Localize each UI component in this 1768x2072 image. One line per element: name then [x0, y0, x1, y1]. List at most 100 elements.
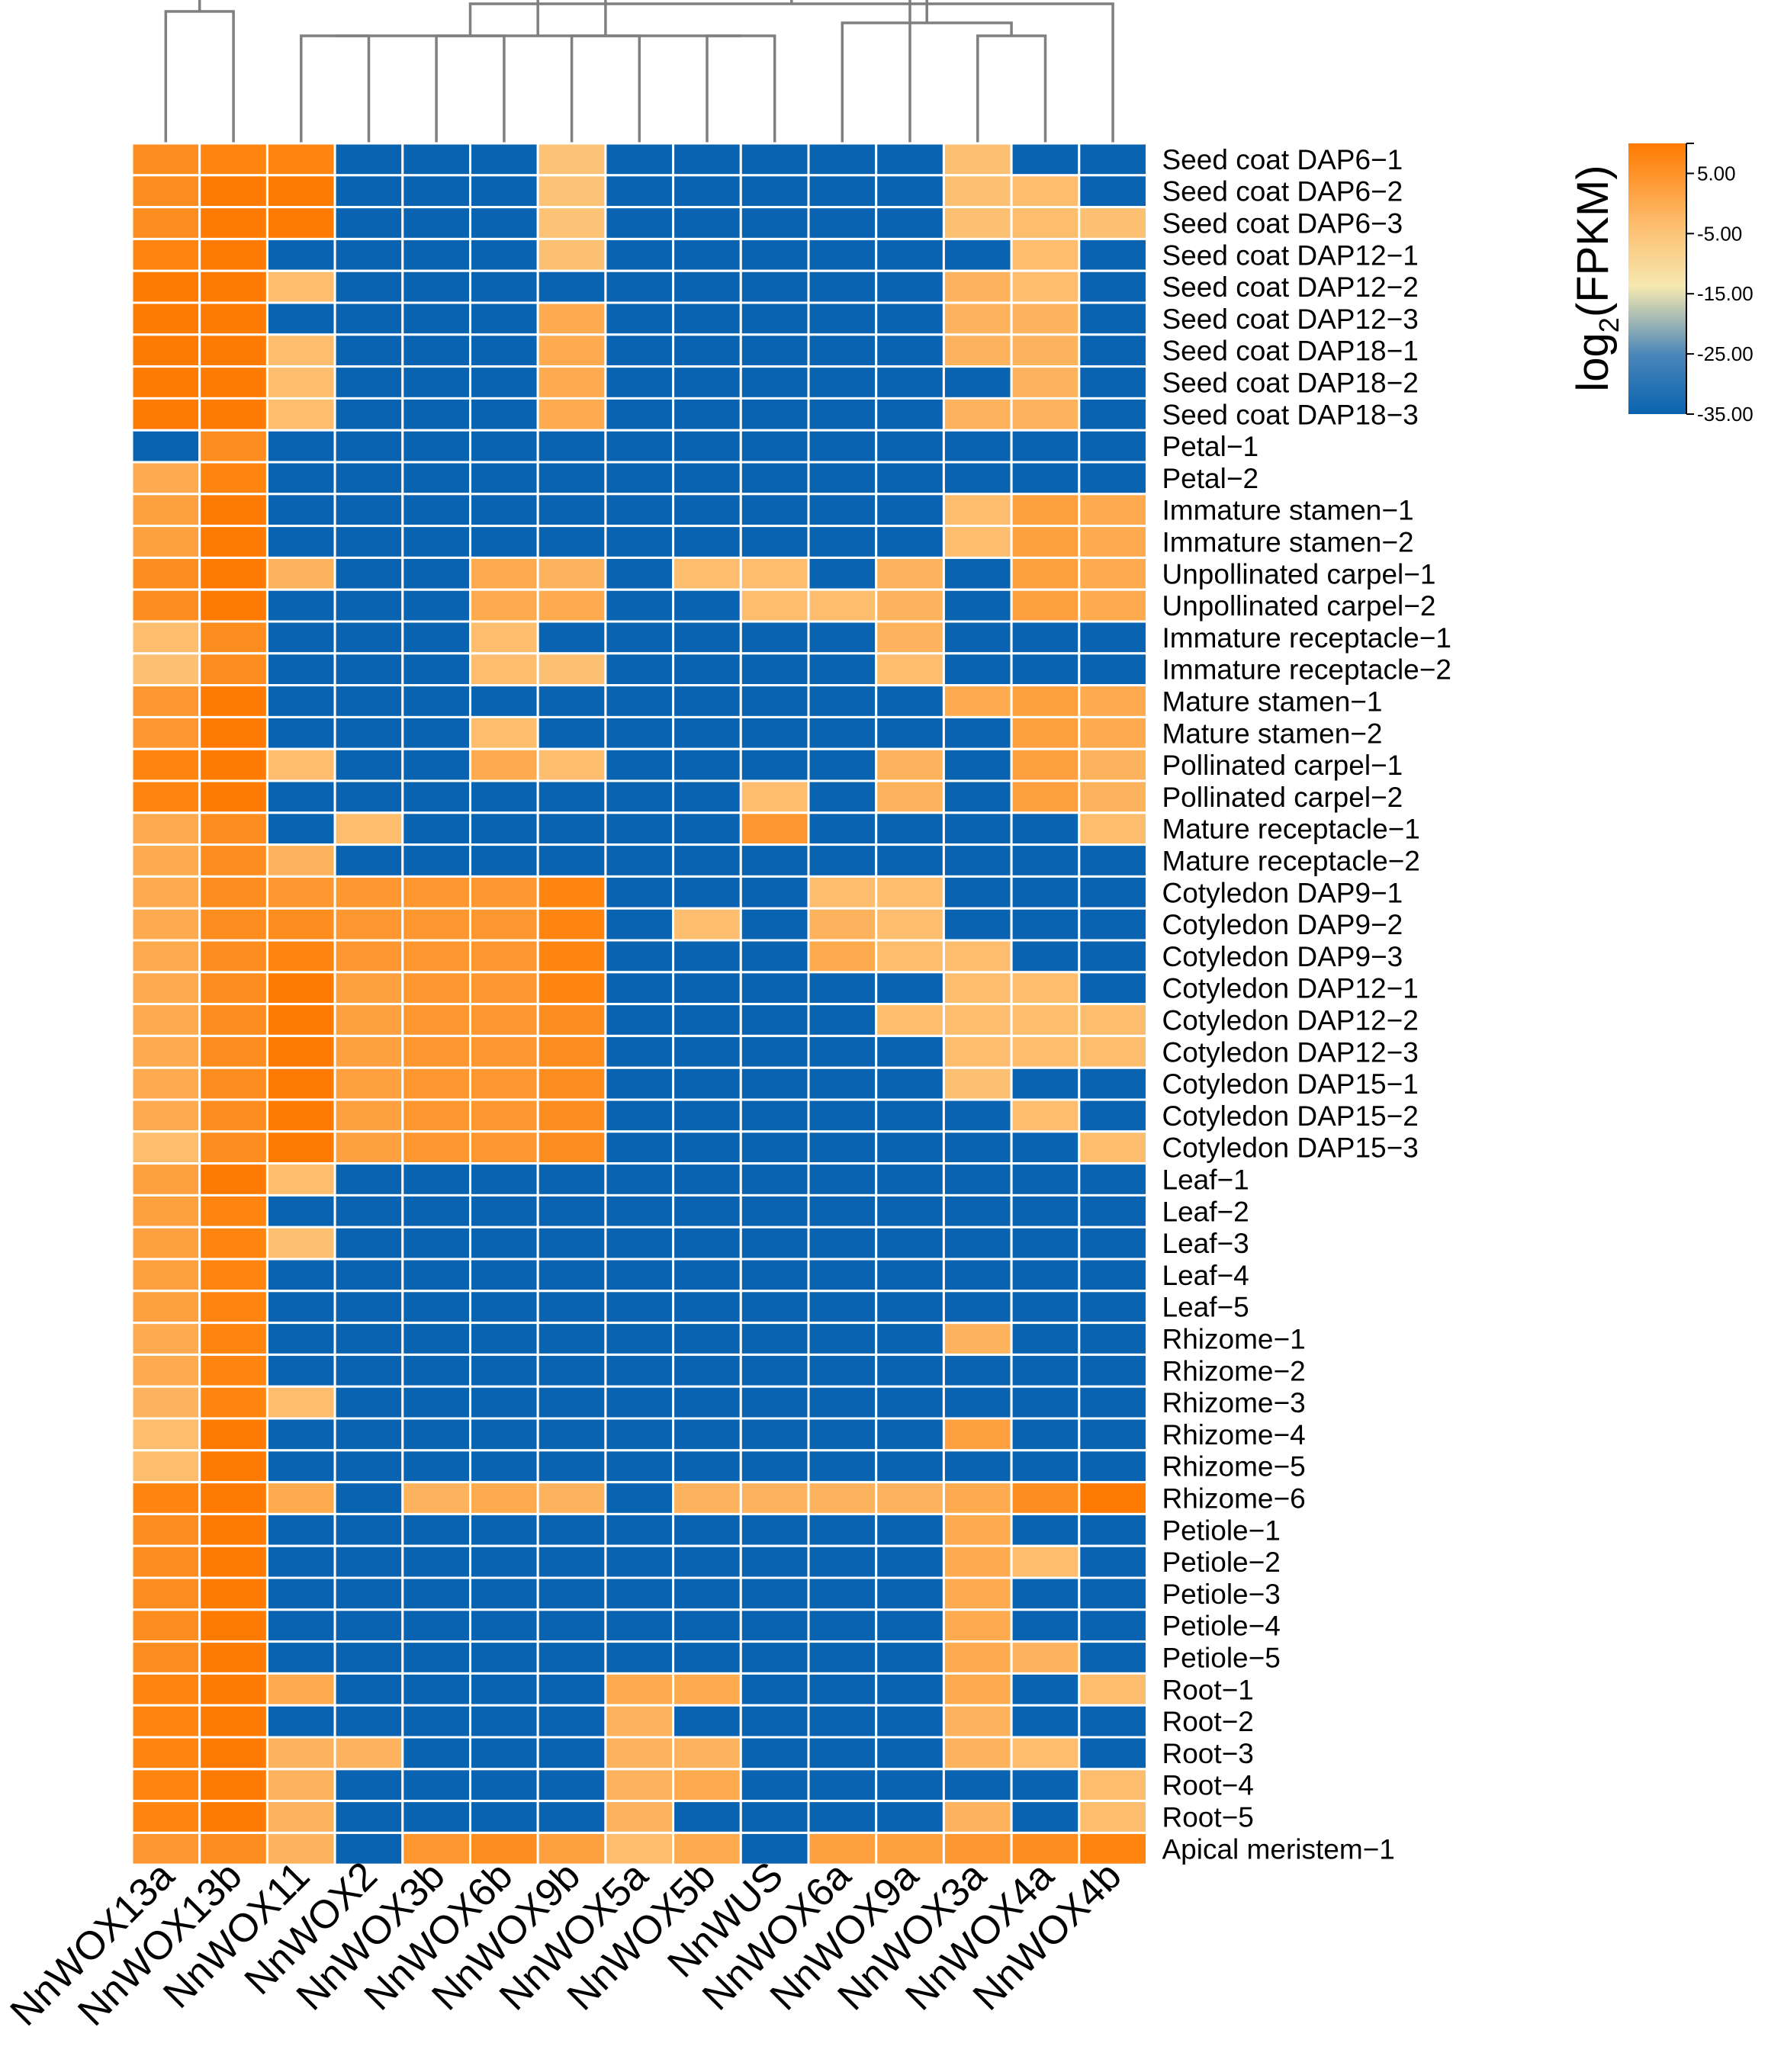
heatmap-cell	[1078, 237, 1149, 272]
heatmap-cell	[198, 525, 268, 559]
heatmap-cell	[198, 1640, 268, 1675]
heatmap-cell	[198, 1768, 268, 1803]
heatmap-cell	[672, 461, 742, 496]
heatmap-cell	[198, 779, 268, 814]
heatmap-cell	[672, 1481, 742, 1515]
heatmap-cell	[1078, 1226, 1149, 1261]
heatmap-cell	[942, 1066, 1013, 1101]
heatmap-cell	[401, 1098, 471, 1133]
heatmap-cell	[130, 142, 201, 177]
heatmap-cell	[1078, 1353, 1149, 1388]
heatmap-cell	[130, 1162, 201, 1197]
heatmap-cell	[739, 1003, 810, 1037]
heatmap-cell	[1010, 907, 1081, 942]
heatmap-cell	[130, 1098, 201, 1133]
heatmap-cell	[265, 747, 336, 782]
heatmap-cell	[401, 429, 471, 464]
heatmap-cell	[265, 715, 336, 750]
legend-tick-label: -15.00	[1697, 282, 1754, 305]
heatmap-cell	[198, 174, 268, 209]
heatmap-cell	[333, 1449, 404, 1484]
heatmap-cell	[672, 652, 742, 687]
heatmap-cell	[333, 843, 404, 878]
heatmap-cell	[807, 1162, 878, 1197]
heatmap-cell	[672, 875, 742, 910]
heatmap-cell	[875, 1736, 945, 1771]
heatmap-cell	[942, 843, 1013, 878]
row-label: Seed coat DAP6−2	[1162, 176, 1403, 207]
heatmap-cell	[130, 1290, 201, 1325]
heatmap-cell	[942, 1258, 1013, 1293]
heatmap-cell	[198, 333, 268, 368]
heatmap-cell	[1078, 461, 1149, 496]
heatmap-cell	[875, 939, 945, 974]
heatmap-cell	[604, 1672, 675, 1707]
heatmap-cell	[198, 1800, 268, 1834]
heatmap-cell	[198, 652, 268, 687]
heatmap-cell	[942, 1098, 1013, 1133]
heatmap-cell	[265, 1576, 336, 1611]
heatmap-cell	[672, 588, 742, 623]
heatmap-cell	[807, 1640, 878, 1675]
heatmap-cell	[942, 907, 1013, 942]
heatmap-cell	[875, 843, 945, 878]
heatmap-cell	[875, 461, 945, 496]
heatmap-cell	[672, 1800, 742, 1834]
heatmap-cell	[807, 843, 878, 878]
row-label: Root−5	[1162, 1802, 1254, 1833]
dendrogram-branch	[706, 34, 776, 143]
heatmap-cell	[130, 684, 201, 718]
heatmap-cell	[333, 1258, 404, 1293]
heatmap-cell	[875, 1290, 945, 1325]
heatmap-cell	[130, 779, 201, 814]
heatmap-cell	[536, 1290, 607, 1325]
heatmap-cell	[672, 1130, 742, 1165]
heatmap-cell	[469, 1258, 539, 1293]
heatmap-cell	[672, 1449, 742, 1484]
heatmap-cell	[672, 1258, 742, 1293]
heatmap-cell	[1078, 1066, 1149, 1101]
heatmap-cell	[469, 1098, 539, 1133]
row-label: Seed coat DAP18−1	[1162, 336, 1419, 367]
row-label: Cotyledon DAP9−2	[1162, 909, 1403, 940]
heatmap-cell	[1078, 1800, 1149, 1834]
heatmap-cell	[536, 811, 607, 846]
heatmap-cell	[401, 588, 471, 623]
heatmap-cell	[739, 1608, 810, 1643]
heatmap-cell	[536, 301, 607, 336]
heatmap-cell	[401, 1736, 471, 1771]
heatmap-cell	[198, 269, 268, 304]
heatmap-cell	[333, 811, 404, 846]
heatmap-cell	[875, 1512, 945, 1547]
heatmap-cell	[401, 843, 471, 878]
heatmap-cell	[942, 1290, 1013, 1325]
heatmap-cell	[807, 1417, 878, 1452]
heatmap-cell	[333, 1736, 404, 1771]
heatmap-cell	[672, 1066, 742, 1101]
heatmap-cell	[130, 1322, 201, 1356]
heatmap-cell	[1078, 620, 1149, 655]
heatmap-cell	[875, 811, 945, 846]
heatmap-cell	[469, 269, 539, 304]
heatmap-cell	[739, 1034, 810, 1069]
heatmap-cell	[536, 907, 607, 942]
heatmap-cell	[604, 588, 675, 623]
heatmap-cell	[333, 1768, 404, 1803]
heatmap-cell	[265, 620, 336, 655]
heatmap-cell	[333, 971, 404, 1006]
heatmap-cell	[604, 1258, 675, 1293]
heatmap-cell	[604, 1831, 675, 1866]
heatmap-cell	[1010, 429, 1081, 464]
heatmap-cell	[469, 843, 539, 878]
heatmap-cell	[198, 556, 268, 591]
heatmap-cell	[265, 684, 336, 718]
heatmap-cell	[807, 1512, 878, 1547]
heatmap-cell	[875, 1576, 945, 1611]
heatmap-cell	[1010, 1608, 1081, 1643]
heatmap-cell	[875, 269, 945, 304]
heatmap-cell	[469, 142, 539, 177]
heatmap-cell	[875, 1226, 945, 1261]
heatmap-cell	[469, 461, 539, 496]
heatmap-cell	[536, 1130, 607, 1165]
heatmap-cell	[604, 684, 675, 718]
